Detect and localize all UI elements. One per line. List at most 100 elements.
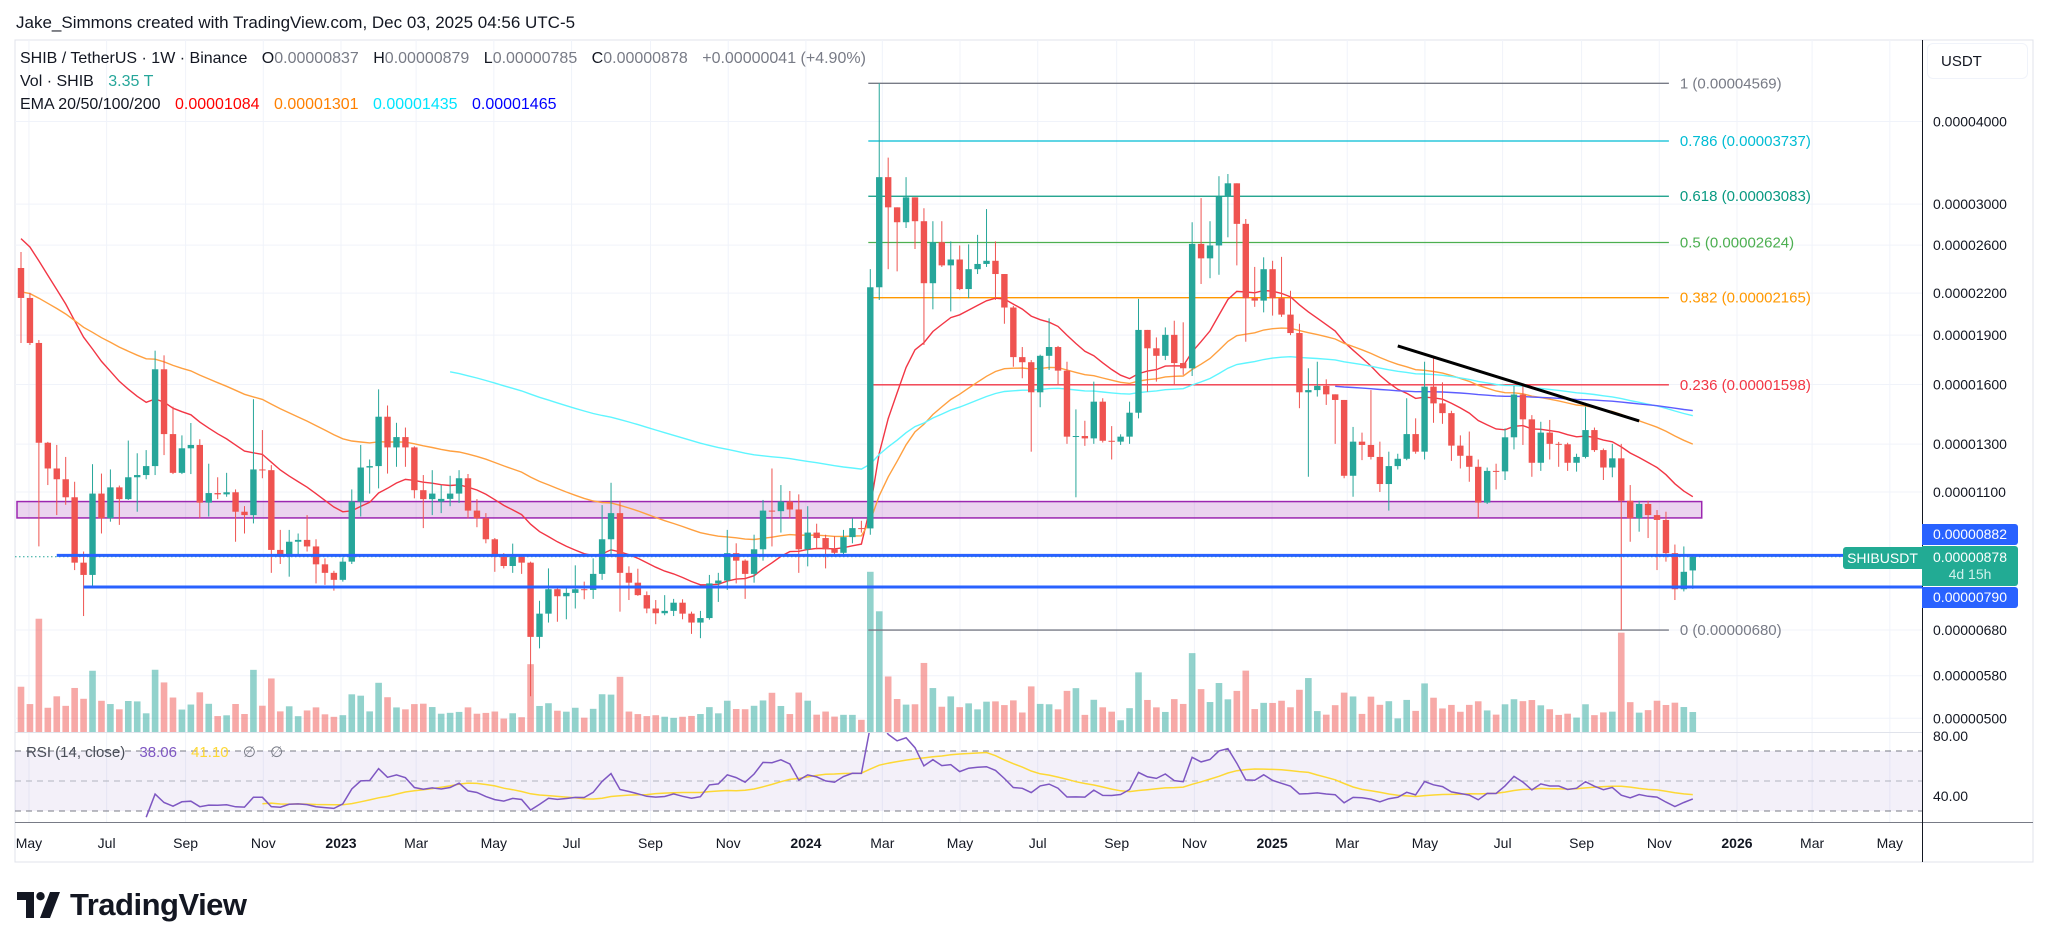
fib-level-label: 0.236 (0.00001598) (1680, 377, 1811, 394)
volume-bar (795, 692, 803, 732)
candle-down (1439, 403, 1446, 414)
time-tick-label: May (1412, 835, 1438, 851)
volume-bar (616, 676, 624, 732)
fib-level-label: 0 (0.00000680) (1680, 622, 1782, 639)
time-tick-label: Nov (1182, 835, 1207, 851)
candle-down (1475, 466, 1482, 503)
candle-down (1653, 515, 1661, 520)
candle-up (339, 561, 347, 580)
rsi-line (145, 733, 1694, 818)
candle-down (1600, 450, 1607, 468)
currency-button[interactable]: USDT (1927, 43, 2028, 79)
volume-bar (974, 709, 981, 732)
volume-bar (1626, 702, 1634, 732)
time-tick-label: Mar (404, 835, 428, 851)
candle-up (983, 260, 990, 264)
candle-up (849, 528, 856, 538)
volume-bar (1215, 683, 1223, 732)
volume-bar (1251, 709, 1259, 732)
candle-up (1483, 470, 1491, 503)
rsi-value: 38.06 (139, 744, 177, 761)
volume-bar (437, 713, 445, 732)
volume-bar (285, 706, 293, 732)
volume-bar (259, 705, 266, 732)
volume-bar (965, 703, 972, 732)
time-tick-label: Sep (1569, 835, 1594, 851)
support-zone[interactable] (16, 500, 1703, 519)
volume-bar (849, 714, 856, 732)
candle-up (536, 613, 543, 637)
volume-bar (911, 704, 919, 732)
bar-countdown: 4d 15h (1948, 566, 1992, 582)
candle-down (643, 595, 650, 609)
candle-up (1206, 245, 1214, 259)
volume-bar (688, 715, 695, 732)
time-tick-label: Jul (1494, 835, 1512, 851)
volume-bar (1492, 714, 1500, 732)
time-axis[interactable]: May Jul Sep Nov 2023 Mar May Jul Sep Nov 2024 Mar Ma… (16, 835, 1903, 851)
candle-up (1090, 401, 1097, 439)
volume-bar (1224, 699, 1232, 732)
trend-line[interactable] (1397, 344, 1640, 423)
ema-lines (20, 238, 1694, 586)
candle-down (1278, 298, 1285, 315)
volume-bar (464, 707, 472, 732)
volume-bar (241, 714, 248, 732)
volume-bar (1555, 714, 1562, 732)
volume-bar (1528, 700, 1536, 732)
tradingview-logo[interactable]: TradingView (17, 887, 247, 922)
rsi-axis[interactable]: 80.00 40.00 (1933, 728, 1968, 804)
rsi-label[interactable]: RSI (14, close) (26, 744, 126, 761)
volume-label[interactable]: Vol · SHIB (20, 73, 94, 90)
price-tick-label: 0.00002600 (1933, 237, 2007, 253)
ema-20-value: 0.00001084 (175, 96, 260, 113)
volume-bar (1072, 688, 1080, 732)
candle-up (777, 501, 785, 512)
volume-bar (1010, 700, 1017, 732)
candle-up (929, 242, 937, 284)
candle-up (902, 197, 910, 223)
symbol-legend[interactable]: SHIB / TetherUS · 1W · Binance O0.000008… (20, 50, 866, 68)
fib-level-label: 0.618 (0.00003083) (1680, 188, 1811, 205)
candle-down (679, 602, 686, 614)
price-pane[interactable] (15, 82, 1922, 732)
ema-label[interactable]: EMA 20/50/100/200 (20, 96, 161, 113)
candle-up (1135, 329, 1142, 413)
volume-bar (1519, 701, 1527, 732)
symbol-title[interactable]: SHIB / TetherUS · 1W · Binance (20, 50, 248, 67)
rsi-legend[interactable]: RSI (14, close) 38.06 41.10 ∅ ∅ (26, 743, 283, 761)
volume-bar (1188, 653, 1196, 732)
time-tick-label: Sep (173, 835, 198, 851)
candle-down (116, 487, 123, 500)
candle-up (89, 493, 96, 575)
volume-bar (1358, 713, 1366, 732)
candle-down (1028, 362, 1035, 393)
price-axis[interactable]: 0.00004000 0.00003000 0.00002600 0.00002200… (1933, 114, 2007, 727)
volume-bar (339, 715, 347, 732)
volume-bar (44, 707, 52, 732)
ema-20-line (20, 238, 1694, 586)
candle-up (1045, 347, 1053, 356)
candle-down (1019, 357, 1026, 363)
rsi-extra-1: ∅ (242, 744, 256, 761)
candle-down (634, 582, 642, 596)
candle-down (277, 549, 284, 557)
candle-down (1546, 432, 1553, 444)
volume-bar (276, 711, 284, 732)
candle-up (294, 539, 302, 542)
volume-legend[interactable]: Vol · SHIB 3.35 T (20, 73, 153, 91)
volume-bar (1635, 712, 1643, 732)
volume-bar (294, 716, 302, 732)
rsi-pane[interactable] (15, 719, 1922, 818)
drawings-front[interactable] (56, 344, 1922, 589)
volume-bar (902, 704, 910, 732)
ema-legend[interactable]: EMA 20/50/100/200 0.00001084 0.00001301 … (20, 96, 557, 114)
candle-down (62, 479, 69, 498)
price-tick-label: 0.00003000 (1933, 196, 2007, 212)
volume-bar (411, 704, 418, 732)
candle-down (1412, 434, 1419, 452)
candle-up (545, 589, 552, 614)
volume-bar (1430, 697, 1437, 732)
tradingview-logo-icon (17, 892, 60, 918)
